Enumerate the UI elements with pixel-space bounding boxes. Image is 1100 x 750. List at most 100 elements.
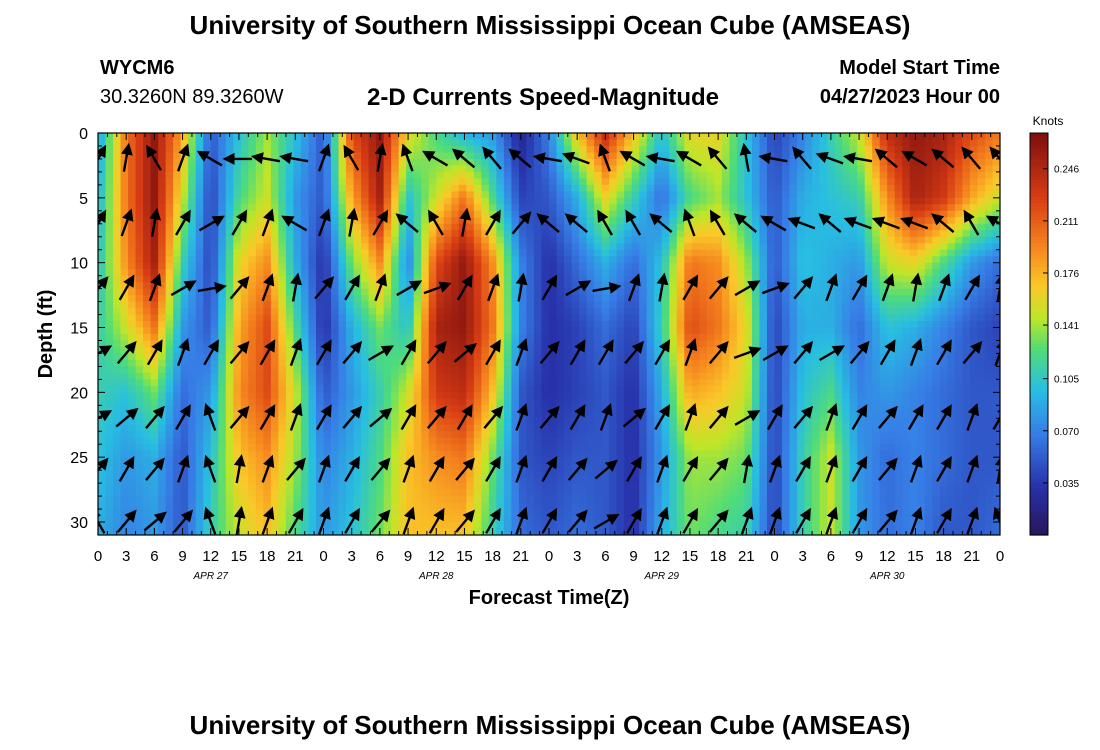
heat-cell xyxy=(631,418,640,426)
heat-cell xyxy=(466,152,475,160)
heat-cell xyxy=(300,288,310,296)
heat-cell xyxy=(143,398,152,406)
heat-cell xyxy=(210,295,219,303)
heat-cell xyxy=(518,489,528,497)
heat-cell xyxy=(488,314,497,322)
heat-cell xyxy=(143,379,152,387)
heat-cell xyxy=(323,372,332,380)
heat-cell xyxy=(691,217,700,225)
heat-cell xyxy=(240,269,249,277)
heat-cell xyxy=(503,152,513,160)
heat-cell xyxy=(451,249,460,257)
heat-cell xyxy=(165,463,174,471)
heat-cell xyxy=(556,522,565,530)
heat-cell xyxy=(526,392,535,400)
heat-cell xyxy=(699,165,708,173)
heat-cell xyxy=(323,437,332,445)
heat-cell xyxy=(240,165,249,173)
heat-cell xyxy=(128,353,137,361)
heat-cell xyxy=(105,522,114,530)
heat-cell xyxy=(308,496,317,504)
heat-cell xyxy=(398,340,407,348)
heat-cell xyxy=(143,457,152,465)
heat-cell xyxy=(383,243,392,251)
heat-cell xyxy=(691,334,700,342)
heat-cell xyxy=(556,314,565,322)
heat-cell xyxy=(113,515,122,523)
heat-cell xyxy=(541,269,550,277)
heat-cell xyxy=(579,249,588,257)
heat-cell xyxy=(646,359,655,368)
heat-cell xyxy=(594,489,603,497)
heat-cell xyxy=(654,489,663,497)
heat-cell xyxy=(699,301,708,309)
heat-cell xyxy=(511,502,520,510)
heat-cell xyxy=(346,197,355,205)
heat-cell xyxy=(421,269,430,277)
heat-cell xyxy=(353,496,362,504)
heat-cell xyxy=(143,184,152,192)
heat-cell xyxy=(428,522,437,530)
heat-cell xyxy=(165,230,174,238)
heat-cell xyxy=(594,405,603,413)
heat-cell xyxy=(571,496,580,504)
heat-cell xyxy=(195,243,204,251)
heat-cell xyxy=(278,230,287,238)
heat-cell xyxy=(323,236,332,244)
heat-cell xyxy=(143,314,152,322)
heat-cell xyxy=(571,158,580,167)
heat-cell xyxy=(150,145,159,154)
heat-cell xyxy=(601,450,610,458)
heat-cell xyxy=(293,359,302,368)
heat-cell xyxy=(549,496,558,504)
heat-cell xyxy=(549,379,558,387)
heat-cell xyxy=(113,139,122,147)
heat-cell xyxy=(255,489,264,497)
heat-cell xyxy=(624,321,633,329)
heat-cell xyxy=(158,470,167,478)
heat-cell xyxy=(473,366,482,374)
heat-cell xyxy=(128,444,137,452)
heat-cell xyxy=(466,139,475,147)
heat-cell xyxy=(285,184,295,192)
heat-cell xyxy=(120,230,129,238)
heat-cell xyxy=(263,366,272,374)
heat-cell xyxy=(398,418,407,426)
heat-cell xyxy=(391,522,400,530)
heat-cell xyxy=(586,288,595,296)
heat-cell xyxy=(466,353,475,361)
heat-cell xyxy=(676,262,685,270)
heat-cell xyxy=(195,359,204,368)
heat-cell xyxy=(436,522,445,530)
heat-cell xyxy=(113,295,122,303)
heat-cell xyxy=(195,223,204,231)
heat-cell xyxy=(376,496,385,504)
heat-cell xyxy=(143,340,152,348)
heat-cell xyxy=(421,346,430,355)
heat-cell xyxy=(541,496,550,504)
heat-cell xyxy=(691,496,700,504)
heat-cell xyxy=(391,359,400,368)
heat-cell xyxy=(488,256,497,264)
heat-cell xyxy=(315,522,325,530)
heat-cell xyxy=(368,359,377,368)
heat-cell xyxy=(676,230,685,238)
heat-cell xyxy=(661,470,670,478)
heat-cell xyxy=(511,191,520,199)
heat-cell xyxy=(120,379,129,387)
heat-cell xyxy=(564,223,573,231)
heat-cell xyxy=(218,353,227,361)
heat-cell xyxy=(391,444,400,452)
heat-cell xyxy=(684,204,693,212)
heat-cell xyxy=(616,158,625,167)
heat-cell xyxy=(466,184,475,192)
heat-cell xyxy=(541,340,550,348)
heat-cell xyxy=(564,197,573,205)
heat-cell xyxy=(436,269,445,277)
heat-cell xyxy=(98,502,107,510)
heat-cell xyxy=(300,431,310,439)
heat-cell xyxy=(278,197,287,205)
heat-cell xyxy=(594,392,603,400)
heat-cell xyxy=(255,359,264,368)
heat-cell xyxy=(586,158,595,167)
